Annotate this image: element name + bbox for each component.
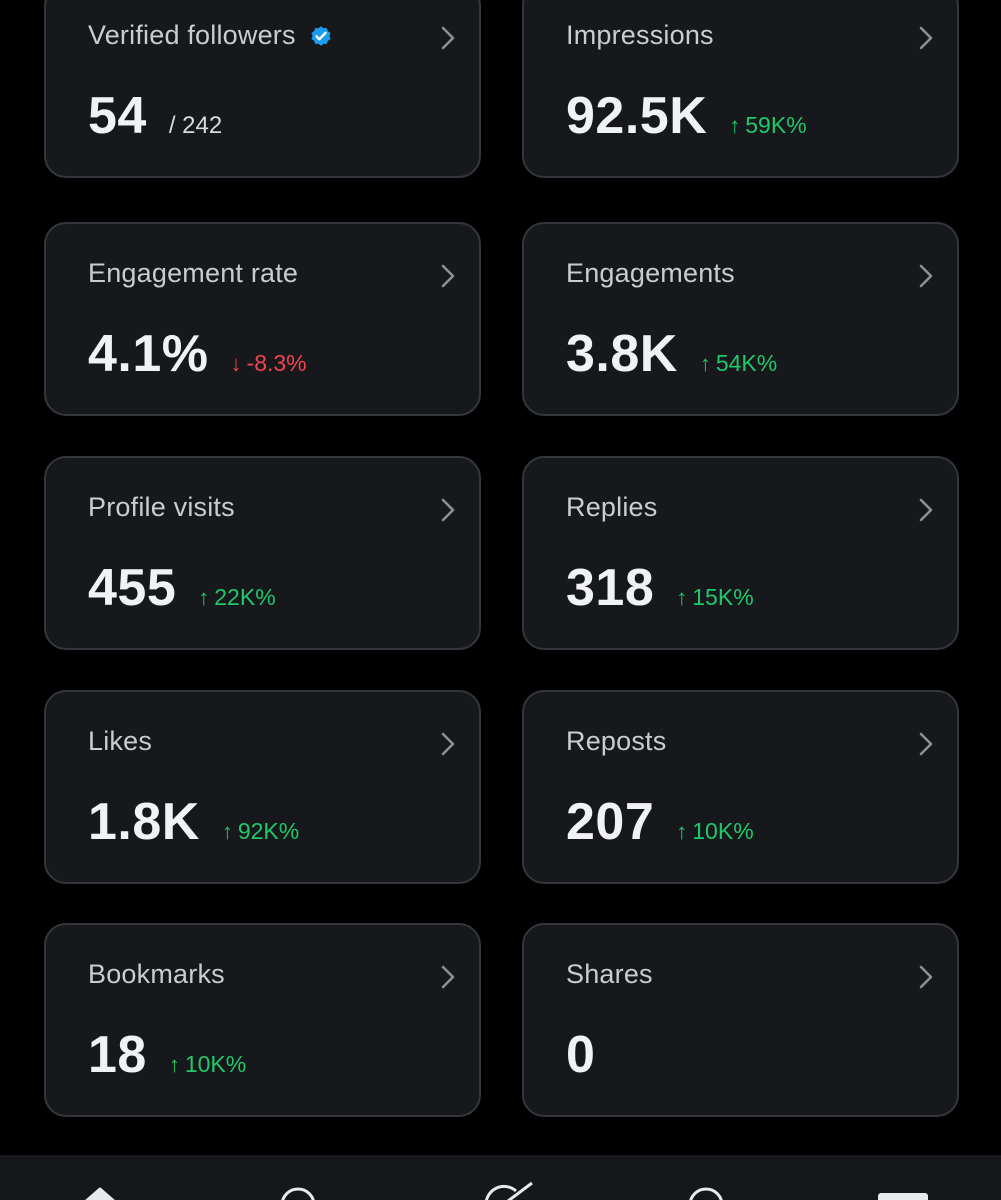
chevron-right-icon xyxy=(919,264,933,288)
metric-label: Bookmarks xyxy=(88,959,225,989)
metric-delta-value: 10K% xyxy=(184,1051,247,1077)
metric-delta-value: 10K% xyxy=(692,818,754,844)
chevron-right-icon xyxy=(919,498,933,522)
notifications-icon[interactable] xyxy=(684,1185,728,1200)
arrow-up-icon: ↑ xyxy=(198,585,210,610)
metric-label: Replies xyxy=(566,492,658,522)
metric-card-profile-visits[interactable]: Profile visits 455 ↑ 22K% xyxy=(44,456,481,650)
metric-delta: ↓ -8.3% xyxy=(231,350,307,377)
metric-card-reposts[interactable]: Reposts 207 ↑ 10K% xyxy=(522,690,959,884)
metric-value-row: 455 ↑ 22K% xyxy=(88,558,276,618)
arrow-up-icon: ↑ xyxy=(221,819,233,844)
metric-value-row: 92.5K ↑ 59K% xyxy=(566,86,807,146)
metric-card-replies[interactable]: Replies 318 ↑ 15K% xyxy=(522,456,959,650)
metric-delta-value: -8.3% xyxy=(246,350,307,376)
metric-total: / 242 xyxy=(168,112,223,139)
metric-delta: ↑ 59K% xyxy=(729,112,806,139)
metric-value-row: 0 xyxy=(566,1025,595,1085)
metric-value-row: 318 ↑ 15K% xyxy=(566,558,754,618)
metric-delta: ↑ 10K% xyxy=(169,1051,246,1078)
metric-card-likes[interactable]: Likes 1.8K ↑ 92K% xyxy=(44,690,481,884)
arrow-up-icon: ↑ xyxy=(699,351,711,376)
metric-delta-value: 54K% xyxy=(715,350,778,376)
chevron-right-icon xyxy=(919,26,933,50)
metric-delta: ↑ 15K% xyxy=(676,584,753,611)
metric-value-row: 207 ↑ 10K% xyxy=(566,792,754,852)
chevron-right-icon xyxy=(441,498,455,522)
metric-value: 54 xyxy=(88,87,147,145)
arrow-up-icon: ↑ xyxy=(676,819,688,844)
metric-card-engagements[interactable]: Engagements 3.8K ↑ 54K% xyxy=(522,222,959,416)
metric-label: Reposts xyxy=(566,726,667,756)
metric-card-bookmarks[interactable]: Bookmarks 18 ↑ 10K% xyxy=(44,923,481,1117)
metric-delta: ↑ 10K% xyxy=(676,818,753,845)
metric-value: 92.5K xyxy=(566,87,708,145)
metric-value: 0 xyxy=(566,1026,596,1084)
metric-label: Verified followers xyxy=(88,20,334,51)
metric-delta-value: 22K% xyxy=(214,584,276,610)
metric-value: 3.8K xyxy=(566,325,678,383)
arrow-down-icon: ↓ xyxy=(230,351,242,376)
metric-label: Impressions xyxy=(566,20,714,50)
metric-value-row: 54 / 242 xyxy=(88,86,222,146)
metric-value: 207 xyxy=(566,793,655,851)
arrow-up-icon: ↑ xyxy=(729,113,741,138)
chevron-right-icon xyxy=(919,965,933,989)
chevron-right-icon xyxy=(441,264,455,288)
metric-value: 318 xyxy=(566,559,655,617)
metric-label: Shares xyxy=(566,959,653,989)
metric-card-shares[interactable]: Shares 0 xyxy=(522,923,959,1117)
home-icon[interactable] xyxy=(80,1185,120,1200)
metric-label: Engagement rate xyxy=(88,258,299,288)
verified-badge-icon xyxy=(311,25,331,46)
metric-value: 18 xyxy=(88,1026,147,1084)
metric-delta: ↑ 22K% xyxy=(198,584,275,611)
metric-value: 1.8K xyxy=(88,793,200,851)
metric-delta-value: 15K% xyxy=(692,584,754,610)
metric-delta-value: 59K% xyxy=(745,112,807,138)
metric-card-verified-followers[interactable]: Verified followers 54 / 242 xyxy=(44,0,481,178)
metric-value-row: 3.8K ↑ 54K% xyxy=(566,324,777,384)
metric-value-row: 1.8K ↑ 92K% xyxy=(88,792,299,852)
metric-delta: ↑ 54K% xyxy=(700,350,777,377)
metric-value: 455 xyxy=(88,559,177,617)
grok-icon[interactable] xyxy=(482,1181,538,1200)
metric-card-engagement-rate[interactable]: Engagement rate 4.1% ↓ -8.3% xyxy=(44,222,481,416)
metric-delta: ↑ 92K% xyxy=(222,818,299,845)
metric-label-text: Verified followers xyxy=(88,20,296,50)
metric-label: Likes xyxy=(88,726,153,756)
chevron-right-icon xyxy=(919,732,933,756)
metric-value-row: 4.1% ↓ -8.3% xyxy=(88,324,307,384)
metric-value: 4.1% xyxy=(88,325,209,383)
metric-label: Profile visits xyxy=(88,492,235,522)
chevron-right-icon xyxy=(441,965,455,989)
arrow-up-icon: ↑ xyxy=(676,585,688,610)
arrow-up-icon: ↑ xyxy=(168,1052,180,1077)
metric-value-row: 18 ↑ 10K% xyxy=(88,1025,246,1085)
metric-delta-value: 92K% xyxy=(237,818,300,844)
chevron-right-icon xyxy=(441,732,455,756)
chevron-right-icon xyxy=(441,26,455,50)
messages-icon[interactable] xyxy=(876,1191,930,1200)
metric-label: Engagements xyxy=(566,258,735,288)
bottom-nav-bar xyxy=(0,1155,1001,1200)
search-icon[interactable] xyxy=(276,1185,320,1200)
metric-card-impressions[interactable]: Impressions 92.5K ↑ 59K% xyxy=(522,0,959,178)
